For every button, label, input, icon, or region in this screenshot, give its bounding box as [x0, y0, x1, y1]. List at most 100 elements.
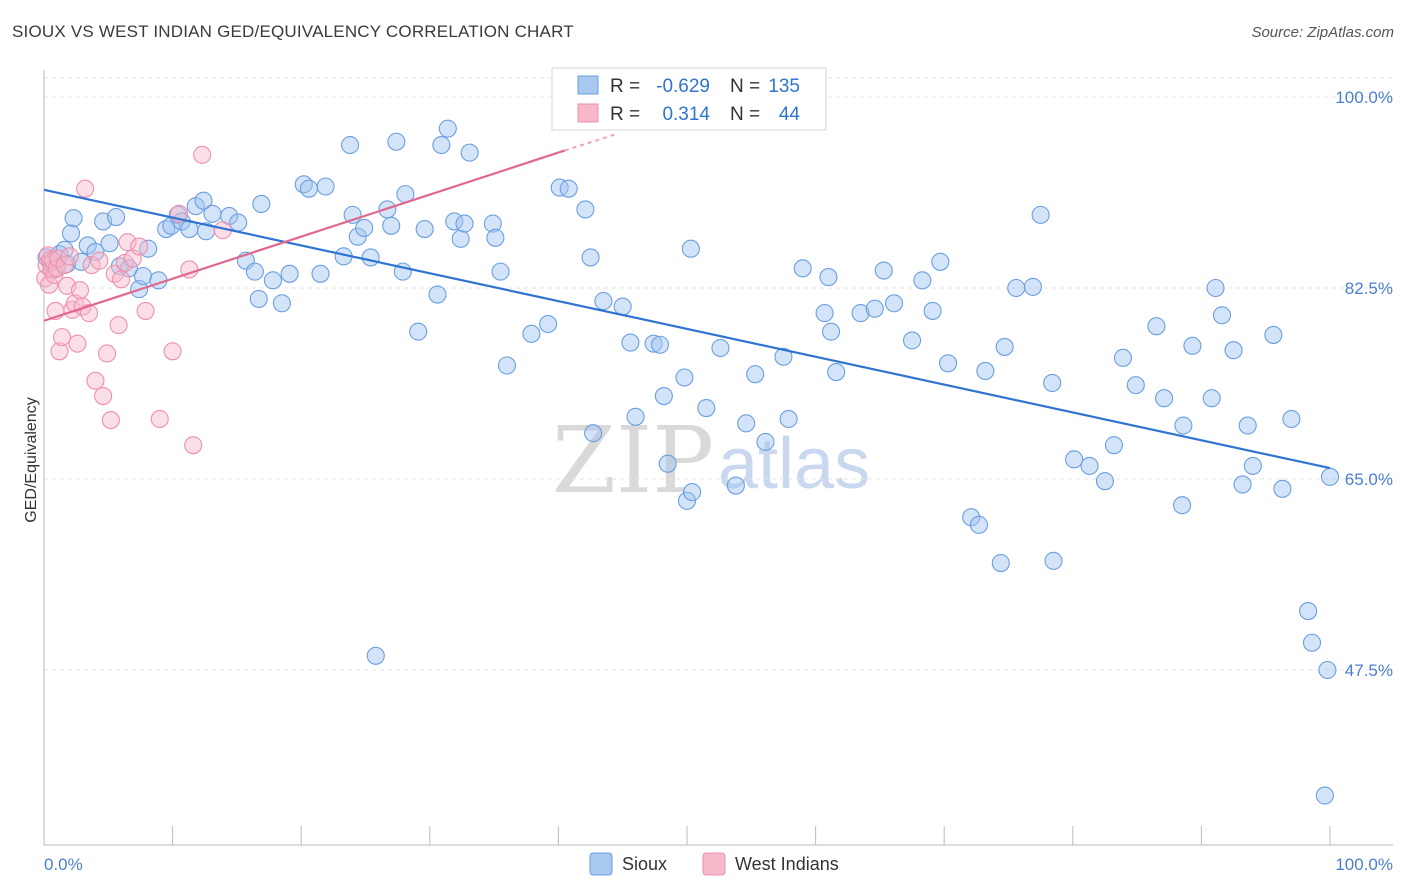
sioux-points — [37, 109, 1340, 805]
west-indians-point — [79, 304, 99, 323]
sioux-point — [229, 213, 248, 232]
west-indians-point — [109, 316, 128, 335]
sioux-point — [726, 476, 745, 495]
sioux-point — [100, 234, 119, 253]
west-indians-point — [60, 247, 79, 266]
sioux-point — [194, 191, 213, 210]
sioux-point — [539, 314, 558, 334]
sioux-point — [382, 216, 401, 235]
legend-n-value-sioux: 135 — [768, 76, 800, 97]
sioux-point — [559, 179, 578, 198]
chart-source: Source: ZipAtlas.com — [1251, 24, 1394, 41]
sioux-point — [827, 362, 846, 382]
sioux-point — [851, 304, 870, 323]
sioux-point — [1104, 436, 1124, 455]
west-indians-point — [86, 371, 105, 390]
sioux-point — [341, 135, 360, 155]
y-axis-label: GED/Equivalency — [23, 397, 40, 522]
watermark-atlas: atlas — [718, 424, 870, 504]
sioux-point — [1023, 277, 1042, 296]
sioux-point — [576, 200, 595, 219]
sioux-point — [874, 261, 893, 280]
sioux-point — [203, 204, 222, 223]
sioux-point — [793, 259, 812, 278]
west-indians-point — [76, 179, 95, 198]
west-indians-point — [40, 275, 59, 294]
sioux-point — [995, 337, 1014, 356]
west-indians-point — [150, 409, 169, 429]
y-tick-label: 47.5% — [1345, 661, 1393, 680]
sioux-point — [299, 179, 318, 198]
bottom-legend-label-sioux: Sioux — [622, 854, 667, 874]
y-axis-tick-labels: 47.5% 65.0% 82.5% 100.0% — [1335, 88, 1393, 680]
sioux-point — [1044, 551, 1063, 570]
sioux-point — [819, 268, 838, 287]
sioux-point — [1212, 306, 1232, 325]
sioux-point — [438, 119, 457, 138]
sioux-point — [902, 331, 922, 350]
sioux-point — [1315, 786, 1334, 805]
west-indians-point — [49, 249, 68, 268]
sioux-point — [779, 409, 798, 429]
sioux-point — [522, 324, 541, 343]
correlation-legend: R = -0.629 N = 135 R = 0.314 N = 44 — [551, 67, 827, 131]
west-indians-point — [73, 297, 92, 316]
sioux-point — [550, 178, 569, 197]
x-axis-ticks — [172, 826, 1331, 845]
legend-n-value-west-indians: 44 — [779, 104, 801, 125]
series-legend: Sioux West Indians — [589, 852, 839, 876]
west-indians-point — [90, 251, 109, 270]
sioux-point — [1302, 633, 1322, 652]
sioux-trend-line — [43, 188, 1331, 470]
west-indians-point — [118, 233, 137, 252]
sioux-point — [931, 252, 950, 271]
legend-n-label-west-indians: N = — [730, 104, 760, 125]
sioux-point — [939, 354, 958, 373]
sioux-point — [361, 248, 380, 267]
sioux-point — [756, 432, 775, 451]
west-indians-point — [55, 256, 74, 275]
sioux-point — [1202, 389, 1221, 408]
sioux-point — [1243, 456, 1262, 475]
west-indians-point — [136, 301, 155, 320]
sioux-point — [78, 236, 97, 255]
sioux-point — [626, 407, 645, 426]
sioux-point — [1095, 472, 1114, 491]
sioux-point — [584, 424, 603, 443]
sioux-point — [387, 132, 406, 151]
sioux-point — [455, 214, 474, 233]
sioux-point — [1264, 325, 1283, 344]
legend-r-value-sioux: -0.629 — [656, 76, 710, 97]
legend-r-label-west-indians: R = — [610, 104, 640, 125]
sioux-point — [1238, 416, 1257, 435]
sioux-point — [106, 208, 126, 227]
sioux-point — [64, 209, 83, 228]
trend-lines — [43, 133, 1331, 470]
sioux-point — [249, 289, 268, 308]
x-tick-label-min: 0.0% — [44, 855, 83, 874]
west-indians-point — [68, 334, 87, 353]
sioux-point — [711, 338, 730, 358]
sioux-point — [697, 399, 716, 418]
sioux-point — [1318, 660, 1337, 680]
bottom-legend-swatch-west-indians — [702, 852, 726, 876]
x-tick-label-max: 100.0% — [1335, 855, 1393, 874]
sioux-point — [962, 508, 981, 527]
sioux-point — [415, 220, 434, 239]
sioux-point — [1113, 348, 1133, 367]
sioux-point — [737, 414, 756, 433]
sioux-point — [486, 228, 505, 247]
west-indians-point — [193, 145, 212, 164]
sioux-point — [1206, 278, 1225, 298]
sioux-point — [1031, 205, 1050, 224]
west-indians-point — [163, 342, 182, 361]
west-indians-point — [70, 281, 90, 300]
sioux-point — [272, 294, 291, 313]
sioux-point — [497, 356, 517, 375]
sioux-point — [1320, 467, 1340, 486]
legend-swatch-west-indians — [577, 103, 599, 123]
west-indians-point — [112, 270, 131, 289]
sioux-point — [613, 297, 632, 316]
bottom-legend-label-west-indians: West Indians — [735, 854, 839, 874]
y-tick-label: 65.0% — [1345, 470, 1393, 489]
